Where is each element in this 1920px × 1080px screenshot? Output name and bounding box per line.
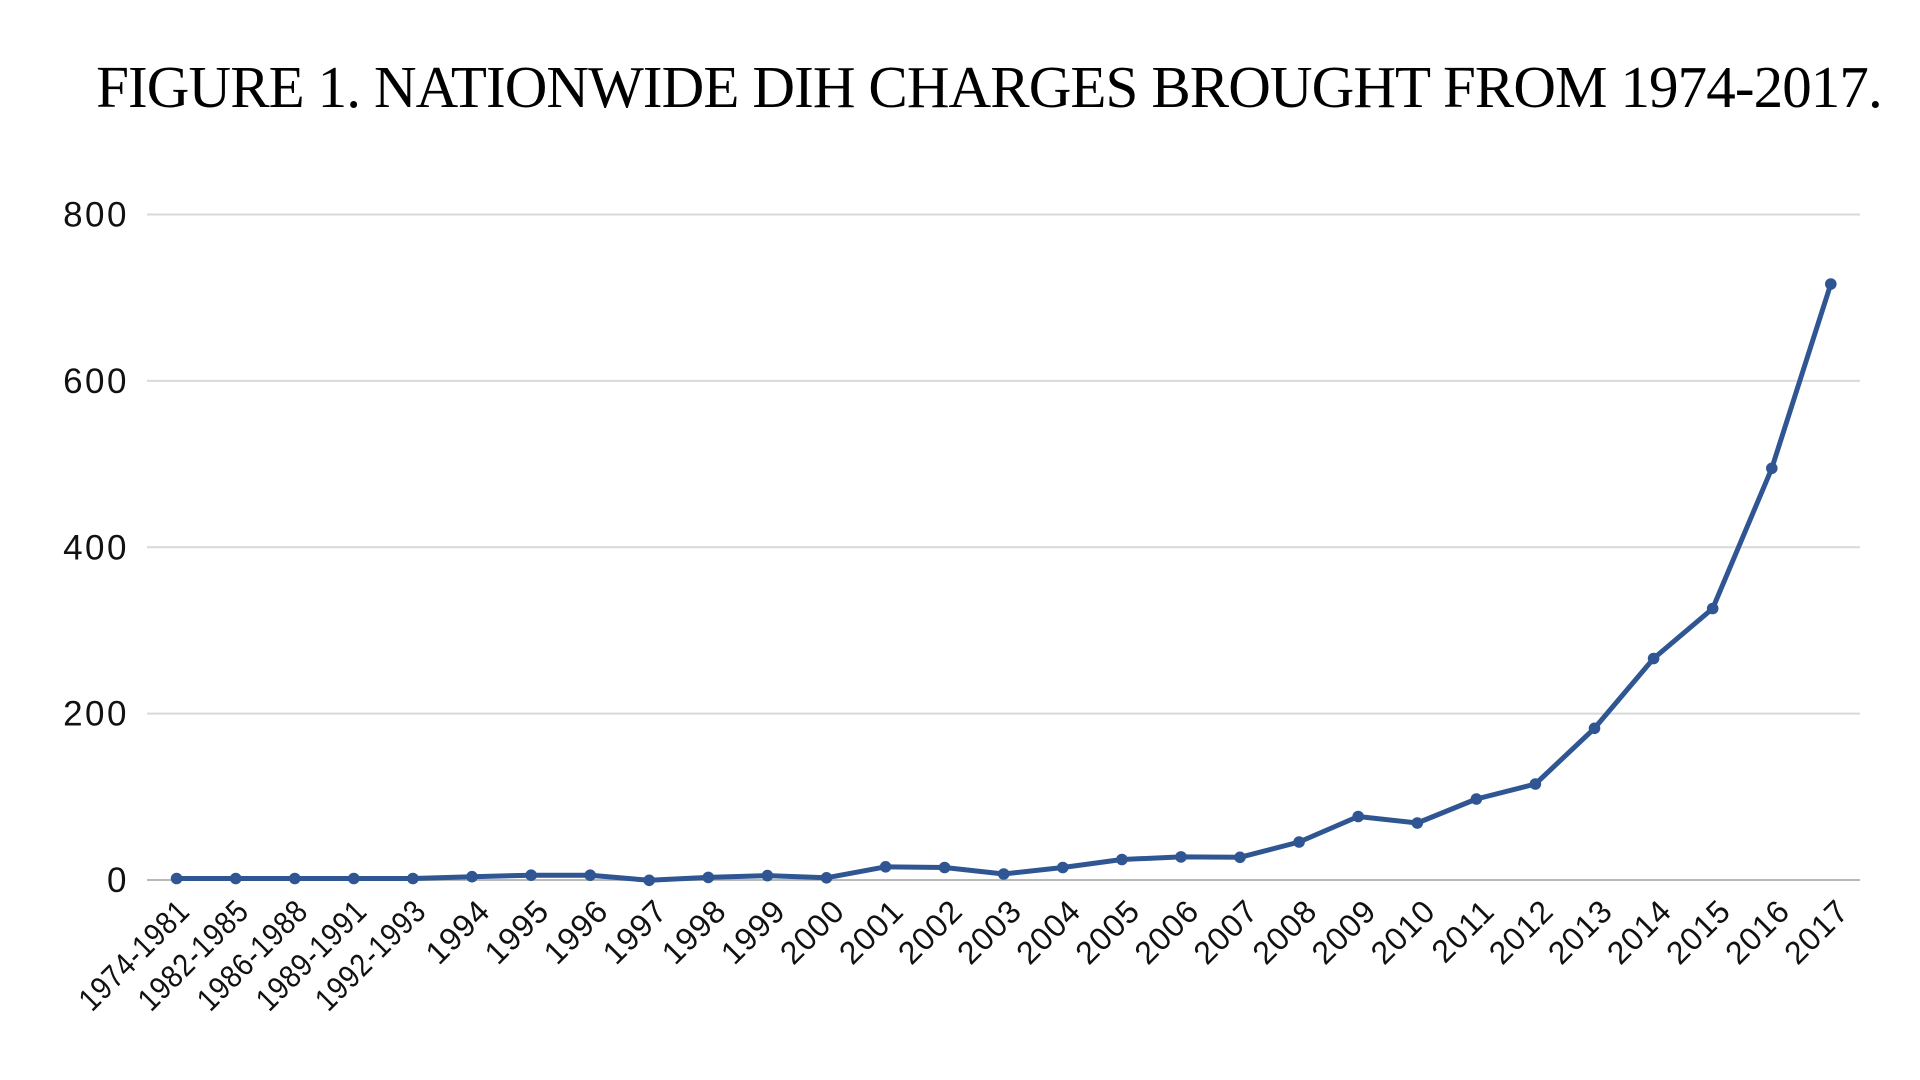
svg-text:600: 600 <box>63 362 129 401</box>
svg-text:FIGURE 1. NATIONWIDE DIH CHARG: FIGURE 1. NATIONWIDE DIH CHARGES BROUGHT… <box>96 54 1882 120</box>
svg-text:200: 200 <box>63 695 129 734</box>
svg-text:400: 400 <box>63 528 129 567</box>
svg-text:800: 800 <box>63 196 129 235</box>
svg-text:0: 0 <box>107 861 129 900</box>
